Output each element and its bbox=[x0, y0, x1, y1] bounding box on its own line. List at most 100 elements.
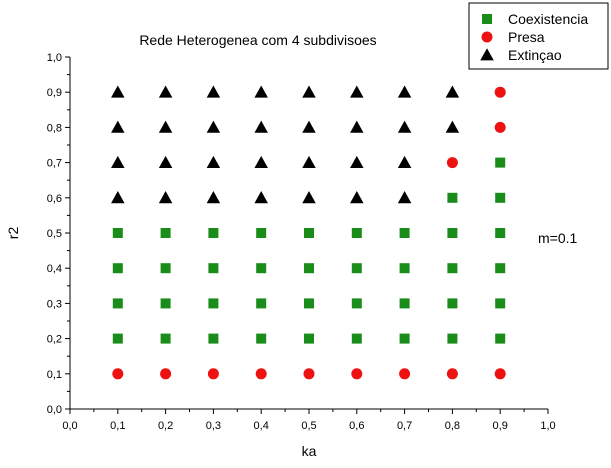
data-point-square bbox=[351, 298, 362, 309]
x-tick-label: 0,3 bbox=[206, 420, 221, 432]
data-point-circle bbox=[303, 368, 315, 380]
data-point-triangle bbox=[397, 155, 412, 168]
y-tick-label: 0,7 bbox=[47, 158, 62, 170]
data-point-square bbox=[208, 228, 219, 238]
data-point-square bbox=[399, 298, 410, 309]
data-point-square bbox=[208, 333, 219, 344]
y-tick-label: 0,0 bbox=[47, 404, 62, 416]
data-point-square bbox=[112, 228, 123, 238]
x-tick-label: 0,9 bbox=[493, 420, 508, 432]
x-tick-label: 0,6 bbox=[349, 420, 364, 432]
data-point-triangle bbox=[111, 155, 125, 168]
data-point-square bbox=[208, 298, 219, 309]
data-point-triangle bbox=[302, 191, 316, 204]
legend-marker-circle bbox=[481, 31, 493, 43]
data-point-triangle bbox=[111, 85, 125, 98]
data-point-square bbox=[447, 263, 458, 274]
data-point-square bbox=[160, 298, 171, 309]
data-point-square bbox=[160, 228, 171, 238]
data-point-triangle bbox=[206, 191, 221, 204]
y-tick-label: 0,4 bbox=[47, 263, 62, 275]
data-markers bbox=[111, 85, 506, 380]
data-point-square bbox=[447, 298, 458, 309]
y-tick-label: 1,0 bbox=[47, 52, 62, 64]
data-point-square bbox=[160, 263, 171, 274]
data-point-triangle bbox=[158, 191, 173, 204]
data-point-circle bbox=[494, 368, 506, 380]
data-point-circle bbox=[112, 368, 124, 380]
data-point-triangle bbox=[445, 85, 460, 98]
x-tick-label: 0,4 bbox=[254, 420, 269, 432]
data-point-triangle bbox=[397, 85, 412, 98]
data-point-square bbox=[256, 263, 267, 274]
y-tick-label: 0,2 bbox=[47, 334, 62, 346]
data-point-triangle bbox=[445, 120, 460, 133]
data-point-triangle bbox=[350, 120, 364, 133]
data-point-triangle bbox=[397, 191, 412, 204]
data-point-square bbox=[447, 333, 458, 344]
data-point-square bbox=[399, 263, 410, 274]
data-point-triangle bbox=[302, 85, 316, 98]
data-point-circle bbox=[446, 157, 458, 169]
data-point-circle bbox=[494, 86, 506, 98]
data-point-triangle bbox=[158, 155, 173, 168]
data-point-square bbox=[495, 333, 506, 344]
x-tick-label: 0,7 bbox=[397, 420, 412, 432]
data-point-triangle bbox=[254, 120, 268, 133]
data-point-square bbox=[112, 333, 123, 344]
data-point-triangle bbox=[158, 120, 173, 133]
data-point-square bbox=[112, 263, 123, 274]
legend-label: Extinçao bbox=[508, 47, 562, 63]
data-point-circle bbox=[494, 121, 506, 133]
data-point-triangle bbox=[158, 85, 173, 98]
x-tick-label: 0,1 bbox=[110, 420, 125, 432]
x-axis-ticks: 0,0 0,1 0,2 0,3 0,4 0,5 0,6 0,7 0,8 0,9 1,0 bbox=[62, 409, 556, 432]
data-point-triangle bbox=[206, 85, 221, 98]
data-point-square bbox=[304, 298, 314, 309]
data-point-triangle bbox=[111, 120, 125, 133]
data-point-square bbox=[351, 333, 362, 344]
data-point-circle bbox=[351, 368, 363, 380]
y-tick-label: 0,8 bbox=[47, 122, 62, 134]
data-point-square bbox=[256, 298, 267, 309]
x-tick-label: 0,0 bbox=[62, 420, 77, 432]
y-tick-label: 0,5 bbox=[47, 228, 62, 240]
annotation-m: m=0.1 bbox=[538, 230, 578, 246]
x-axis-label: ka bbox=[302, 443, 317, 459]
data-point-square bbox=[160, 333, 171, 344]
data-point-square bbox=[208, 263, 219, 274]
data-point-square bbox=[495, 263, 506, 274]
y-tick-label: 0,1 bbox=[47, 369, 62, 381]
x-tick-label: 0,8 bbox=[445, 420, 460, 432]
data-point-triangle bbox=[350, 155, 364, 168]
legend-marker-square bbox=[482, 14, 492, 24]
data-point-triangle bbox=[206, 120, 221, 133]
data-point-circle bbox=[255, 368, 267, 380]
data-point-triangle bbox=[206, 155, 221, 168]
data-point-square bbox=[447, 192, 458, 203]
data-point-square bbox=[399, 228, 410, 238]
data-point-circle bbox=[446, 368, 458, 380]
data-point-triangle bbox=[111, 191, 125, 204]
x-tick-label: 0,5 bbox=[301, 420, 316, 432]
data-point-circle bbox=[207, 368, 219, 380]
data-point-square bbox=[351, 228, 362, 238]
data-point-square bbox=[304, 333, 314, 344]
data-point-square bbox=[399, 333, 410, 344]
data-point-square bbox=[495, 298, 506, 309]
data-point-circle bbox=[399, 368, 411, 380]
chart-title: Rede Heterogenea com 4 subdivisoes bbox=[139, 32, 376, 48]
y-axis-ticks: 0,0 0,1 0,2 0,3 0,4 0,5 0,6 0,7 0,8 0,9 1,0 bbox=[47, 52, 70, 416]
data-point-triangle bbox=[254, 85, 268, 98]
data-point-triangle bbox=[397, 120, 412, 133]
y-axis-label: r2 bbox=[5, 227, 21, 240]
y-tick-label: 0,6 bbox=[47, 193, 62, 205]
data-point-square bbox=[495, 157, 506, 168]
data-point-square bbox=[495, 192, 506, 203]
data-point-triangle bbox=[302, 155, 316, 168]
data-point-square bbox=[256, 228, 267, 238]
data-point-circle bbox=[160, 368, 172, 380]
data-point-square bbox=[112, 298, 123, 309]
legend: Coexistencia Presa Extinçao bbox=[468, 2, 609, 70]
